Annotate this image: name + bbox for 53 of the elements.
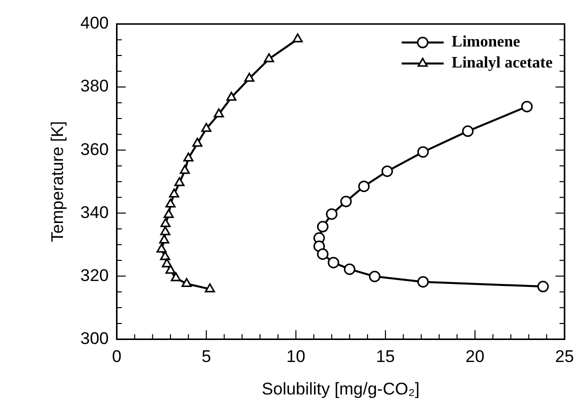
y-tick-label: 300 — [80, 328, 109, 348]
point — [226, 92, 236, 101]
point — [156, 244, 167, 253]
point — [162, 258, 172, 268]
point — [358, 180, 370, 192]
point — [340, 196, 352, 208]
point — [160, 218, 171, 228]
point — [192, 138, 202, 147]
point — [159, 234, 170, 244]
point — [368, 270, 380, 282]
x-tick-label: 25 — [555, 347, 574, 366]
point — [214, 108, 224, 118]
y-tick-label: 320 — [80, 266, 109, 285]
point — [174, 177, 185, 186]
point — [169, 188, 180, 198]
y-tick-label: 400 — [80, 14, 109, 33]
point — [417, 146, 429, 158]
point — [165, 198, 176, 208]
x-tick-label: 15 — [376, 347, 395, 366]
point — [316, 220, 328, 232]
x-tick-label: 5 — [202, 347, 212, 366]
point — [537, 280, 549, 292]
point — [170, 272, 181, 282]
point — [292, 33, 303, 42]
point — [244, 72, 254, 82]
point — [165, 264, 176, 274]
legend-label: Linalyl acetate — [452, 54, 553, 72]
y-axis-title: Temperature [K] — [48, 121, 67, 242]
point — [201, 122, 212, 132]
legend-label: Limonene — [452, 34, 520, 51]
point — [164, 208, 174, 218]
x-tick-label: 0 — [112, 347, 122, 366]
y-tick-label: 380 — [80, 76, 109, 96]
point — [316, 248, 328, 260]
y-tick-label: 340 — [80, 202, 109, 222]
point — [462, 125, 474, 137]
point — [344, 263, 356, 275]
point — [160, 251, 170, 260]
point — [183, 152, 194, 162]
point — [264, 53, 274, 62]
point — [326, 208, 338, 220]
y-tick-label: 360 — [80, 140, 109, 159]
x-axis-title: Solubility [mg/g-CO₂] — [262, 379, 420, 398]
point — [381, 165, 393, 177]
point — [180, 164, 190, 174]
point — [328, 256, 340, 268]
point — [182, 278, 192, 287]
x-tick-label: 20 — [466, 347, 484, 366]
x-tick-label: 10 — [286, 347, 306, 366]
point — [417, 276, 429, 288]
point — [160, 226, 170, 236]
point — [204, 283, 215, 292]
point — [521, 100, 533, 112]
